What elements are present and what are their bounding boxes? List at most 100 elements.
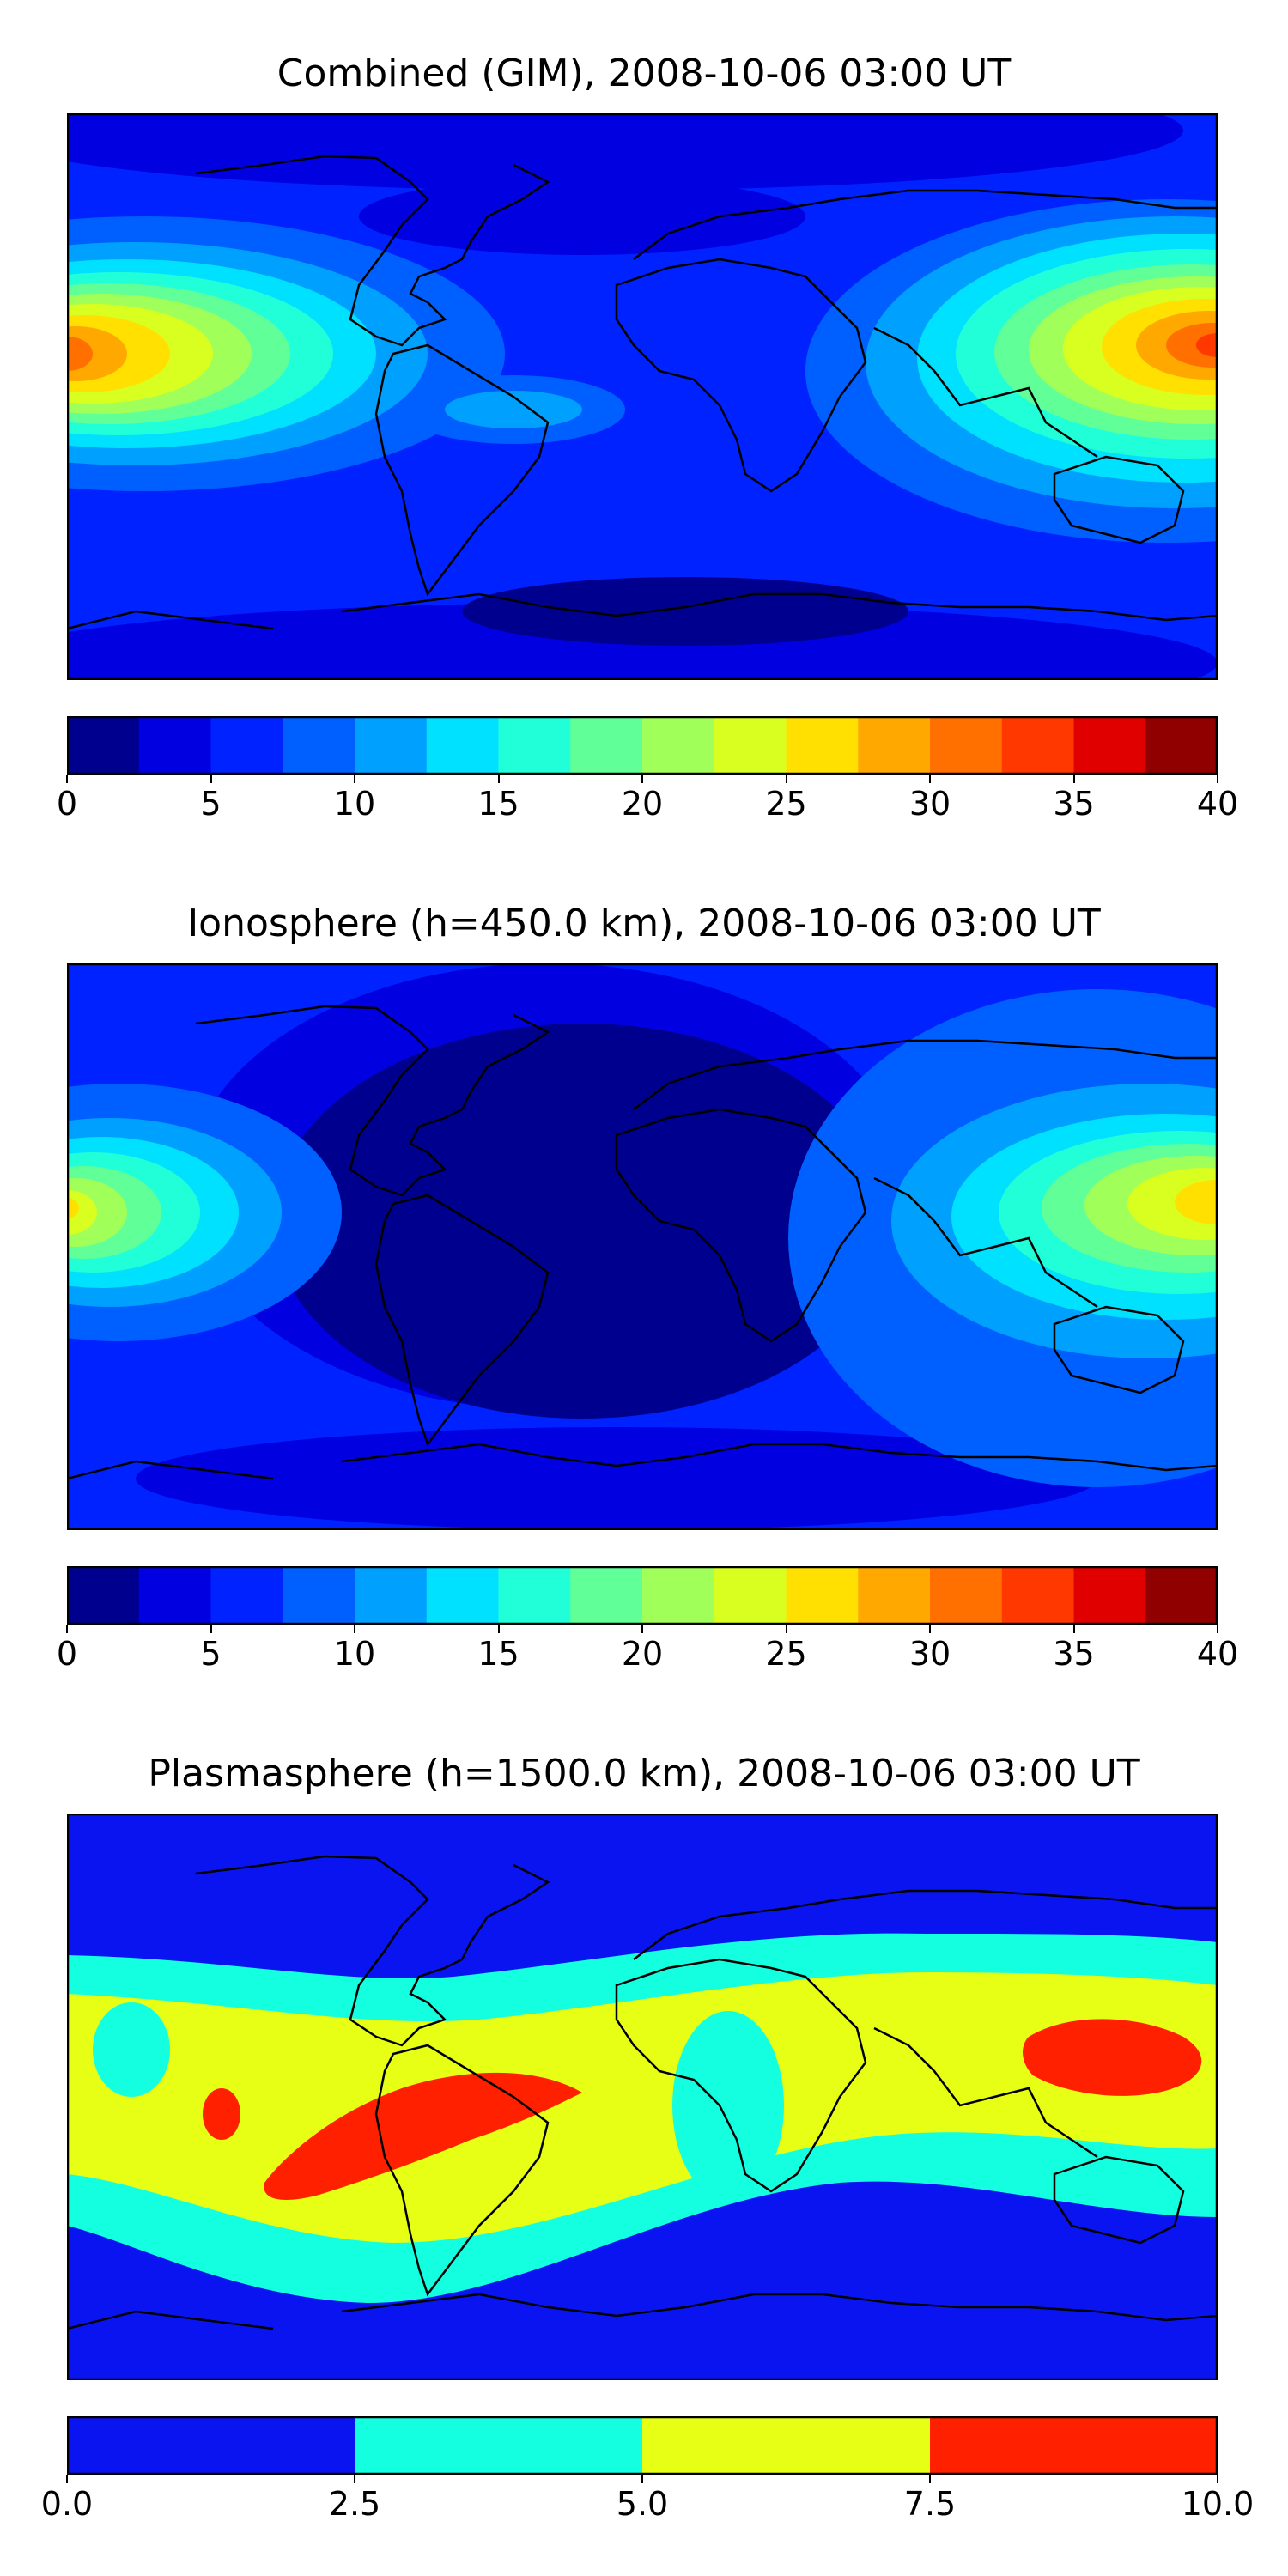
colorbar-tick-mark [210, 775, 212, 783]
colorbar-cell [570, 1566, 643, 1625]
colorbar-tick-label: 0 [56, 785, 78, 823]
colorbar-cell [138, 1566, 211, 1625]
colorbar-tick-label: 35 [1053, 785, 1095, 823]
coastlines [67, 1855, 1218, 2330]
colorbar-tick-mark [641, 775, 643, 783]
colorbar-tick-mark [210, 1625, 212, 1633]
map-plasmasphere [67, 1814, 1218, 2380]
panel-title-ionosphere: Ionosphere (h=450.0 km), 2008-10-06 03:0… [187, 902, 1101, 945]
colorbar-tick-mark [66, 1625, 68, 1633]
colorbar-cell [786, 716, 859, 775]
colorbar-tick-label: 20 [621, 1635, 664, 1673]
colorbar-cell [355, 716, 428, 775]
colorbar-tick-mark [497, 775, 500, 783]
colorbar-cell [67, 1566, 140, 1625]
colorbar-cell [67, 716, 140, 775]
colorbar-tick-label: 10 [333, 1635, 376, 1673]
colorbar-tick-mark [497, 1625, 500, 1633]
colorbar-tick-label: 15 [477, 785, 519, 823]
map-frame [67, 963, 1218, 1530]
colorbar-tick-mark [1072, 1625, 1075, 1633]
colorbar-cell [283, 716, 355, 775]
colorbar-tick-mark [354, 775, 355, 783]
colorbar-tick-label: 0.0 [40, 2485, 94, 2523]
colorbar-cell [498, 1566, 571, 1625]
colorbar-tick-mark [1217, 2475, 1218, 2483]
colorbar-tick-label: 20 [621, 785, 664, 823]
colorbar-tick-mark [929, 2475, 931, 2483]
colorbar-tick-mark [1217, 775, 1218, 783]
coastlines [67, 1005, 1218, 1480]
colorbar-tick-label: 30 [908, 785, 951, 823]
colorbar-cell [67, 2416, 355, 2475]
colorbar-tick-label: 5 [200, 785, 222, 823]
map-frame [67, 1814, 1218, 2380]
colorbar-ticks-combined: 0 5 10 15 20 25 30 35 40 [57, 775, 1238, 826]
colorbar-tick-label: 0 [56, 1635, 78, 1673]
colorbar-tick-label: 15 [477, 1635, 519, 1673]
colorbar-tick-mark [354, 2475, 355, 2483]
colorbar-tick-label: 40 [1196, 785, 1239, 823]
colorbar-cell [426, 1566, 499, 1625]
colorbar-cell [426, 716, 499, 775]
colorbar-tick-mark [354, 1625, 355, 1633]
colorbar-tick-mark [785, 1625, 787, 1633]
colorbar-ticks-ionosphere: 0 5 10 15 20 25 30 35 40 [57, 1625, 1238, 1676]
colorbar-tick-label: 25 [765, 1635, 807, 1673]
colorbar-cell [858, 716, 931, 775]
colorbar-tick-mark [929, 775, 931, 783]
colorbar-cell [355, 2416, 643, 2475]
panel-title-plasmasphere: Plasmasphere (h=1500.0 km), 2008-10-06 0… [148, 1752, 1140, 1795]
colorbar-tick-label: 30 [908, 1635, 951, 1673]
colorbar-cell [642, 716, 715, 775]
colorbar-tick-label: 10.0 [1181, 2485, 1255, 2523]
colorbar-cell [210, 716, 283, 775]
colorbar-tick-label: 5 [200, 1635, 222, 1673]
colorbar-cell [355, 1566, 428, 1625]
colorbar-tick-mark [641, 2475, 643, 2483]
colorbar-tick-label: 5.0 [616, 2485, 669, 2523]
colorbar-cell [210, 1566, 283, 1625]
colorbar-cell [283, 1566, 355, 1625]
colorbar-cell [858, 1566, 931, 1625]
colorbar-cell [642, 1566, 715, 1625]
colorbar-cell [138, 716, 211, 775]
colorbar-tick-mark [785, 775, 787, 783]
colorbar-cell [930, 716, 1003, 775]
colorbar-plasmasphere [67, 2416, 1218, 2475]
colorbar-cell [1073, 716, 1146, 775]
colorbar-cell [1073, 1566, 1146, 1625]
colorbar-cell [1145, 1566, 1218, 1625]
panel-title-combined: Combined (GIM), 2008-10-06 03:00 UT [276, 52, 1012, 95]
colorbar-tick-label: 10 [333, 785, 376, 823]
colorbar-tick-mark [641, 1625, 643, 1633]
colorbar-cell [786, 1566, 859, 1625]
colorbar-tick-label: 2.5 [328, 2485, 381, 2523]
colorbar-tick-label: 7.5 [903, 2485, 957, 2523]
colorbar-tick-label: 35 [1053, 1635, 1095, 1673]
map-ionosphere [67, 963, 1218, 1530]
colorbar-cell [1145, 716, 1218, 775]
colorbar-tick-mark [1072, 775, 1075, 783]
colorbar-cell [714, 716, 787, 775]
colorbar-cell [1001, 716, 1074, 775]
colorbar-tick-mark [929, 1625, 931, 1633]
colorbar-tick-mark [1217, 1625, 1218, 1633]
colorbar-cell [498, 716, 571, 775]
colorbar-cell [714, 1566, 787, 1625]
colorbar-tick-mark [66, 775, 68, 783]
colorbar-tick-mark [66, 2475, 68, 2483]
coastlines [67, 155, 1218, 630]
colorbar-tick-label: 25 [765, 785, 807, 823]
map-combined [67, 113, 1218, 680]
colorbar-cell [930, 2416, 1218, 2475]
colorbar-combined [67, 716, 1218, 775]
colorbar-cell [1001, 1566, 1074, 1625]
colorbar-cell [930, 1566, 1003, 1625]
colorbar-tick-label: 40 [1196, 1635, 1239, 1673]
map-frame [67, 113, 1218, 680]
colorbar-cell [570, 716, 643, 775]
colorbar-ionosphere [67, 1566, 1218, 1625]
colorbar-cell [642, 2416, 931, 2475]
colorbar-ticks-plasmasphere: 0.0 2.5 5.0 7.5 10.0 [41, 2475, 1254, 2526]
